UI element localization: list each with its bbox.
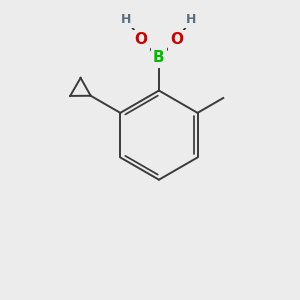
Text: H: H <box>121 13 131 26</box>
Text: O: O <box>170 32 183 47</box>
Text: O: O <box>135 32 148 47</box>
Text: B: B <box>153 50 165 65</box>
Text: H: H <box>186 13 197 26</box>
